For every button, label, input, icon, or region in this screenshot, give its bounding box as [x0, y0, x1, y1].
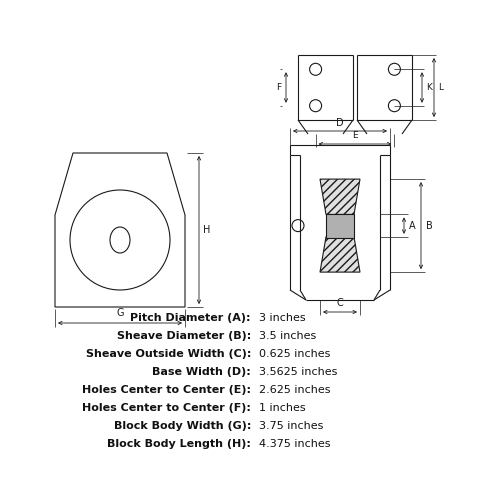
Text: 1 inches: 1 inches [259, 403, 306, 413]
Text: F: F [276, 83, 281, 92]
Text: 4.375 inches: 4.375 inches [259, 439, 330, 449]
Text: Holes Center to Center (F):: Holes Center to Center (F): [82, 403, 251, 413]
Text: B: B [426, 220, 432, 230]
Text: Block Body Width (G):: Block Body Width (G): [114, 421, 251, 431]
Text: K: K [426, 83, 432, 92]
Text: Holes Center to Center (E):: Holes Center to Center (E): [82, 385, 251, 395]
Text: C: C [336, 298, 344, 308]
Text: A: A [408, 220, 416, 230]
Text: 2.625 inches: 2.625 inches [259, 385, 330, 395]
Text: 3.75 inches: 3.75 inches [259, 421, 324, 431]
Text: Sheave Diameter (B):: Sheave Diameter (B): [117, 331, 251, 341]
Circle shape [292, 220, 304, 232]
Text: Base Width (D):: Base Width (D): [152, 367, 251, 377]
Text: 0.625 inches: 0.625 inches [259, 349, 330, 359]
Text: L: L [438, 83, 444, 92]
Text: 3.5625 inches: 3.5625 inches [259, 367, 338, 377]
Text: 3 inches: 3 inches [259, 313, 306, 323]
Text: G: G [116, 308, 124, 318]
Text: 3.5 inches: 3.5 inches [259, 331, 316, 341]
Text: D: D [336, 118, 344, 128]
Polygon shape [320, 179, 360, 214]
Text: H: H [204, 225, 210, 235]
Text: Pitch Diameter (A):: Pitch Diameter (A): [130, 313, 251, 323]
Bar [326, 214, 354, 238]
Text: Sheave Outside Width (C):: Sheave Outside Width (C): [86, 349, 251, 359]
Text: Block Body Length (H):: Block Body Length (H): [107, 439, 251, 449]
Text: E: E [352, 130, 358, 140]
Polygon shape [320, 237, 360, 272]
